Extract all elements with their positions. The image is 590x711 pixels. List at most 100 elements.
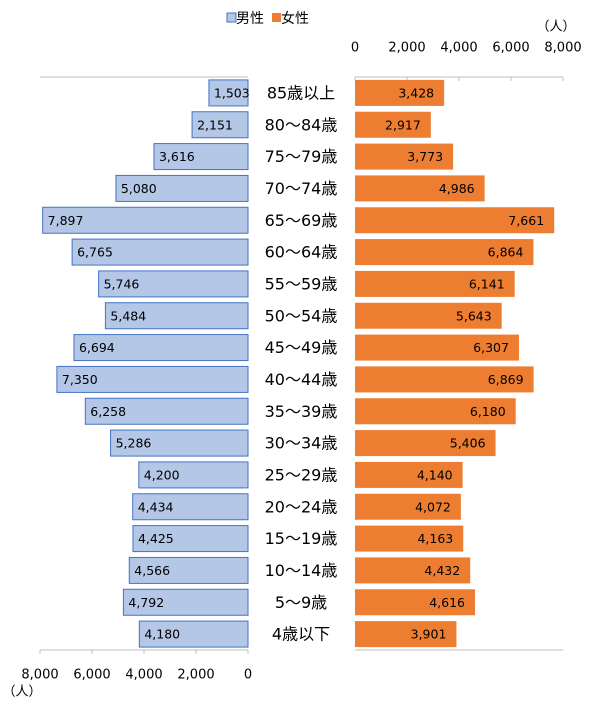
data-label: 5,406 — [450, 436, 486, 451]
data-label: 5,484 — [110, 308, 146, 323]
data-label: 6,258 — [90, 404, 126, 419]
data-label: 2,917 — [385, 117, 421, 132]
x-tick-label: 8,000 — [21, 668, 58, 683]
x-tick-label: 0 — [351, 41, 359, 56]
bar — [355, 589, 476, 616]
bar — [355, 79, 445, 106]
bar — [355, 430, 496, 457]
bar — [355, 493, 461, 520]
legend-label: 女性 — [281, 10, 309, 27]
legend-label: 男性 — [236, 11, 264, 27]
data-label: 3,901 — [411, 627, 447, 642]
x-tick-label: 6,000 — [492, 41, 529, 56]
bar — [128, 556, 249, 584]
x-tick-label: 2,000 — [388, 41, 425, 56]
bar — [355, 557, 471, 584]
data-label: 2,151 — [197, 117, 233, 132]
bar — [122, 588, 249, 616]
data-label: 3,616 — [159, 149, 195, 164]
data-label: 6,180 — [470, 404, 506, 419]
bar — [355, 366, 534, 393]
data-label: 4,792 — [128, 595, 164, 610]
data-label: 6,141 — [469, 276, 505, 291]
category-label: 25〜29歳 — [265, 465, 338, 484]
category-label: 50〜54歳 — [265, 306, 338, 325]
bar — [138, 620, 249, 648]
bar — [71, 238, 249, 266]
bar — [355, 525, 464, 552]
data-label: 6,864 — [488, 245, 524, 260]
data-label: 5,746 — [104, 276, 140, 291]
x-tick-label: 4,000 — [125, 668, 162, 683]
data-label: 4,180 — [144, 627, 180, 642]
bar — [208, 79, 249, 107]
data-label: 4,432 — [424, 563, 460, 578]
data-label: 7,897 — [48, 213, 84, 228]
category-label: 4歳以下 — [272, 625, 330, 644]
data-label: 4,616 — [429, 595, 465, 610]
bar — [42, 206, 249, 234]
data-label: 3,428 — [398, 85, 434, 100]
bar — [73, 334, 249, 362]
data-label: 4,072 — [415, 499, 451, 514]
bar — [355, 398, 516, 425]
bar — [355, 111, 431, 138]
bar — [355, 334, 519, 361]
unit-label: （人） — [536, 20, 575, 35]
data-label: 6,694 — [79, 340, 115, 355]
data-label: 6,869 — [488, 372, 524, 387]
category-label: 60〜64歳 — [265, 243, 338, 262]
data-label: 6,765 — [77, 245, 113, 260]
bar — [191, 111, 249, 139]
bar — [355, 175, 485, 202]
data-label: 4,200 — [144, 467, 180, 482]
bar — [153, 143, 249, 171]
bar — [132, 493, 249, 521]
data-label: 5,080 — [121, 181, 157, 196]
data-label: 4,986 — [439, 181, 475, 196]
legend-swatch — [272, 13, 281, 22]
category-label: 20〜24歳 — [265, 497, 338, 516]
data-label: 7,350 — [62, 372, 98, 387]
data-label: 7,661 — [508, 213, 544, 228]
bar — [355, 207, 555, 234]
x-tick-label: 6,000 — [73, 668, 110, 683]
category-label: 30〜34歳 — [265, 434, 338, 453]
unit-label: （人） — [2, 685, 41, 700]
data-label: 1,503 — [214, 85, 250, 100]
category-label: 35〜39歳 — [265, 402, 338, 421]
bar — [98, 270, 249, 298]
bar — [84, 397, 249, 425]
x-tick-label: 8,000 — [544, 41, 581, 56]
bar — [115, 174, 249, 202]
category-label: 75〜79歳 — [265, 147, 338, 166]
category-label: 40〜44歳 — [265, 370, 338, 389]
data-label: 6,307 — [473, 340, 509, 355]
bar — [355, 461, 463, 488]
x-tick-label: 4,000 — [440, 41, 477, 56]
data-label: 5,643 — [456, 308, 492, 323]
x-tick-label: 0 — [244, 668, 252, 683]
bar — [138, 461, 249, 489]
category-label: 80〜84歳 — [265, 115, 338, 134]
x-tick-label: 2,000 — [177, 668, 214, 683]
bar — [355, 621, 457, 648]
data-label: 4,163 — [417, 531, 453, 546]
bar — [355, 239, 534, 266]
bar — [355, 143, 454, 170]
category-label: 65〜69歳 — [265, 211, 338, 230]
bar — [355, 270, 515, 297]
bar — [110, 429, 249, 457]
bar — [132, 525, 249, 553]
legend-swatch — [226, 12, 237, 23]
category-label: 85歳以上 — [267, 83, 335, 102]
category-label: 15〜19歳 — [265, 529, 338, 548]
category-label: 45〜49歳 — [265, 338, 338, 357]
category-label: 55〜59歳 — [265, 274, 338, 293]
data-label: 5,286 — [116, 436, 152, 451]
category-label: 70〜74歳 — [265, 179, 338, 198]
bar — [104, 302, 249, 330]
data-label: 4,140 — [417, 467, 453, 482]
data-label: 4,434 — [138, 499, 174, 514]
